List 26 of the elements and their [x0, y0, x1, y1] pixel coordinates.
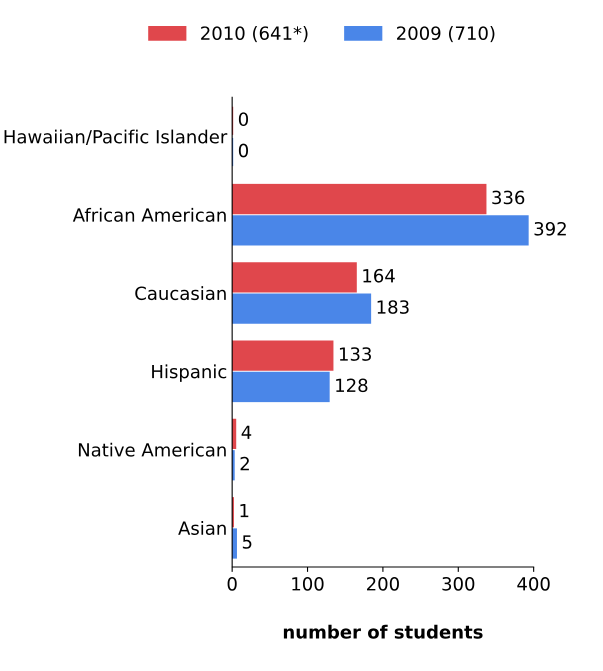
data-label: 336 [492, 190, 524, 204]
x-tick-label: 0 [228, 577, 237, 591]
data-label: 1 [240, 504, 248, 518]
data-label: 5 [242, 535, 252, 549]
legend-label: 2010 (641*) [201, 26, 308, 42]
data-label: 128 [336, 378, 368, 392]
data-label: 2 [240, 456, 249, 470]
data-label: 0 [238, 112, 248, 126]
data-label: 392 [534, 222, 566, 236]
data-label: 0 [238, 144, 248, 158]
y-tick-label: Hispanic [152, 364, 226, 382]
y-tick-label: Asian [178, 520, 226, 535]
data-label: 133 [340, 347, 371, 361]
x-tick-label: 200 [366, 577, 399, 591]
data-label: 4 [242, 426, 252, 439]
legend-label: 2009 (710) [397, 26, 494, 42]
y-tick-label: Hawaiian/Pacific Islander [4, 130, 228, 145]
x-tick-label: 300 [442, 577, 474, 591]
x-axis-title: number of students [284, 624, 483, 639]
y-tick-label: Caucasian [135, 286, 226, 300]
data-label: 164 [363, 268, 395, 283]
x-tick-label: 400 [517, 577, 550, 591]
y-tick-label: African American [72, 208, 226, 222]
x-tick-label: 100 [292, 577, 324, 591]
y-tick-label: Native American [78, 442, 226, 457]
data-label: 183 [378, 300, 409, 314]
